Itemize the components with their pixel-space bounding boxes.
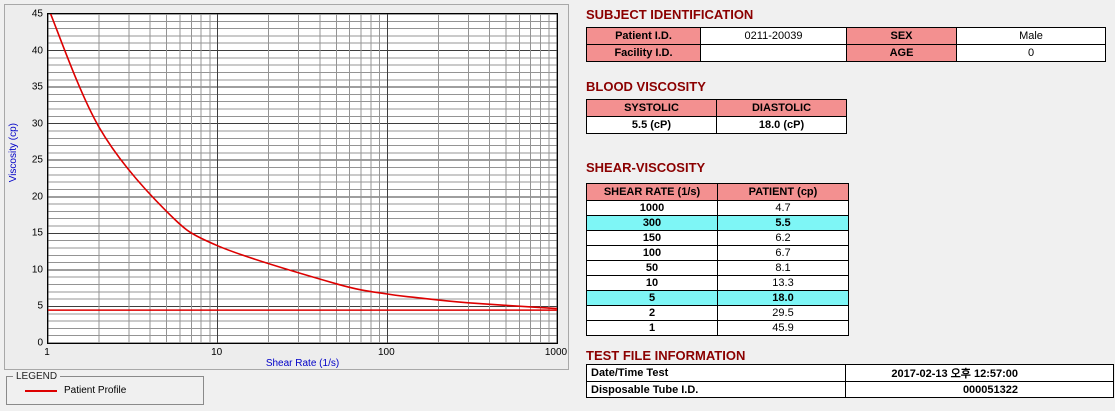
systolic-header: SYSTOLIC — [586, 99, 717, 117]
viscosity-chart-panel: 0 5 10 15 20 25 30 35 40 45 1 10 100 1000 Shear Rate… — [4, 4, 569, 370]
sex-label: SEX — [846, 27, 957, 45]
patient-viscosity-cell: 18.0 — [717, 290, 849, 306]
x-tick-label: 100 — [377, 347, 395, 358]
disposable-tube-id-label: Disposable Tube I.D. — [586, 381, 846, 398]
y-tick-label: 5 — [37, 300, 43, 312]
x-tick-label: 1 — [44, 347, 50, 358]
patient-id-value: 0211-20039 — [700, 27, 847, 45]
patient-viscosity-cell: 13.3 — [717, 275, 849, 291]
shear-rate-cell: 5 — [586, 290, 718, 306]
shear-rate-cell: 1000 — [586, 200, 718, 216]
shear-viscosity-row: 50 8.1 — [586, 260, 849, 276]
table-row: Facility I.D. AGE 0 — [586, 44, 1106, 62]
patient-viscosity-cell: 45.9 — [717, 320, 849, 336]
y-tick-label: 20 — [31, 191, 43, 203]
shear-viscosity-row: 150 6.2 — [586, 230, 849, 246]
shear-rate-cell: 50 — [586, 260, 718, 276]
patient-viscosity-cell: 6.2 — [717, 230, 849, 246]
age-value: 0 — [956, 44, 1106, 62]
legend-box: LEGEND Patient Profile — [6, 371, 204, 405]
systolic-value: 5.5 (cP) — [586, 116, 717, 134]
age-label: AGE — [846, 44, 957, 62]
x-tick-label: 1000 — [544, 347, 568, 358]
shear-rate-cell: 100 — [586, 245, 718, 261]
test-file-information-table: Date/Time Test 2017-02-13 오후 12:57:00 Di… — [586, 364, 1114, 398]
y-tick-label: 45 — [31, 8, 43, 20]
legend-item-label: Patient Profile — [64, 385, 127, 396]
blood-viscosity-table: SYSTOLIC DIASTOLIC 5.5 (cP) 18.0 (cP) — [586, 99, 847, 134]
patient-profile-line-swatch — [25, 389, 57, 392]
shear-viscosity-row: 300 5.5 — [586, 215, 849, 231]
shear-rate-cell: 10 — [586, 275, 718, 291]
legend-item: Patient Profile — [13, 385, 197, 396]
table-row: 5.5 (cP) 18.0 (cP) — [586, 116, 847, 134]
shear-viscosity-row: 2 29.5 — [586, 305, 849, 321]
subject-identification-table: Patient I.D. 0211-20039 SEX Male Facilit… — [586, 27, 1106, 62]
plot-area — [47, 13, 558, 344]
shear-rate-cell: 1 — [586, 320, 718, 336]
table-header-row: SHEAR RATE (1/s) PATIENT (cp) — [586, 183, 849, 201]
patient-cp-header: PATIENT (cp) — [717, 183, 849, 201]
shear-rate-header: SHEAR RATE (1/s) — [586, 183, 718, 201]
y-tick-label: 35 — [31, 81, 43, 93]
shear-rate-cell: 300 — [586, 215, 718, 231]
shear-viscosity-heading: SHEAR-VISCOSITY — [586, 160, 706, 175]
sex-value: Male — [956, 27, 1106, 45]
x-axis-title: Shear Rate (1/s) — [265, 358, 340, 369]
patient-viscosity-cell: 5.5 — [717, 215, 849, 231]
facility-id-label: Facility I.D. — [586, 44, 701, 62]
shear-rate-cell: 2 — [586, 305, 718, 321]
y-tick-label: 40 — [31, 45, 43, 57]
shear-viscosity-table: SHEAR RATE (1/s) PATIENT (cp) 1000 4.7 300… — [586, 183, 849, 336]
y-tick-label: 15 — [31, 227, 43, 239]
date-time-test-label: Date/Time Test — [586, 364, 846, 382]
y-tick-label: 30 — [31, 118, 43, 130]
shear-viscosity-row: 5 18.0 — [586, 290, 849, 306]
shear-viscosity-row: 100 6.7 — [586, 245, 849, 261]
patient-id-label: Patient I.D. — [586, 27, 701, 45]
diastolic-value: 18.0 (cP) — [716, 116, 847, 134]
y-axis-title: Viscosity (cp) — [8, 123, 19, 183]
x-axis-ticks: 1 10 100 1000 — [44, 347, 567, 359]
table-header-row: SYSTOLIC DIASTOLIC — [586, 99, 847, 117]
y-tick-label: 10 — [31, 264, 43, 276]
shear-rate-cell: 150 — [586, 230, 718, 246]
disposable-tube-id-value: 000051322 — [845, 381, 1114, 398]
shear-viscosity-row: 10 13.3 — [586, 275, 849, 291]
x-tick-label: 10 — [211, 347, 223, 358]
shear-viscosity-row: 1 45.9 — [586, 320, 849, 336]
patient-viscosity-cell: 6.7 — [717, 245, 849, 261]
viscosity-chart — [48, 14, 557, 343]
legend-title: LEGEND — [16, 371, 58, 382]
date-time-test-value: 2017-02-13 오후 12:57:00 — [845, 364, 1114, 382]
patient-viscosity-cell: 4.7 — [717, 200, 849, 216]
y-tick-label: 25 — [31, 154, 43, 166]
patient-viscosity-cell: 8.1 — [717, 260, 849, 276]
y-tick-label: 0 — [37, 337, 43, 349]
facility-id-value — [700, 44, 847, 62]
table-row: Patient I.D. 0211-20039 SEX Male — [586, 27, 1106, 45]
subject-identification-heading: SUBJECT IDENTIFICATION — [586, 7, 754, 22]
diastolic-header: DIASTOLIC — [716, 99, 847, 117]
shear-viscosity-row: 1000 4.7 — [586, 200, 849, 216]
blood-viscosity-heading: BLOOD VISCOSITY — [586, 79, 706, 94]
table-row: Disposable Tube I.D. 000051322 — [586, 381, 1114, 398]
patient-viscosity-cell: 29.5 — [717, 305, 849, 321]
table-row: Date/Time Test 2017-02-13 오후 12:57:00 — [586, 364, 1114, 382]
test-file-information-heading: TEST FILE INFORMATION — [586, 348, 746, 363]
